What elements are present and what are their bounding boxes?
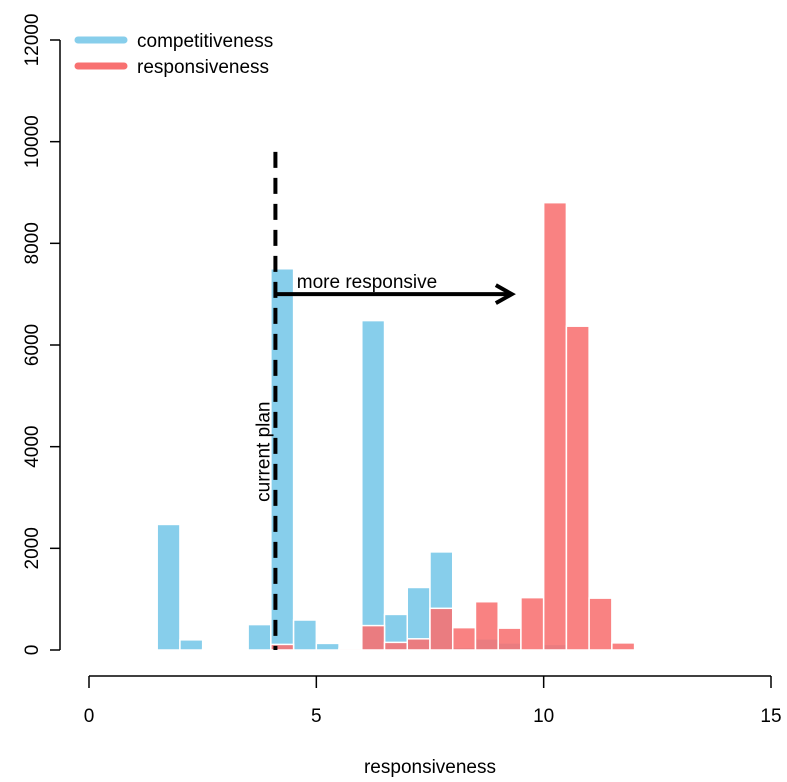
bar-competitiveness: [201, 648, 227, 651]
y-tick-label: 6000: [22, 324, 43, 366]
bar-competitiveness: [224, 648, 249, 651]
x-tick-label: 15: [760, 706, 781, 727]
bar-responsiveness: [542, 201, 568, 651]
bar-competitiveness: [361, 319, 386, 651]
bar-responsiveness: [361, 624, 386, 651]
responsiveness-bars: [270, 201, 636, 651]
x-axis-title: responsiveness: [364, 757, 496, 778]
bar-responsiveness: [497, 627, 522, 651]
bar-responsiveness: [429, 607, 454, 651]
bar-competitiveness: [247, 623, 272, 651]
current-plan-label: current plan: [253, 401, 274, 501]
x-tick-label: 0: [84, 706, 95, 727]
bar-responsiveness: [611, 642, 636, 651]
bar-competitiveness: [315, 642, 340, 651]
bar-responsiveness: [406, 638, 431, 651]
y-tick-label: 0: [22, 645, 43, 656]
bar-competitiveness: [156, 523, 181, 651]
bar-responsiveness: [270, 643, 295, 651]
y-axis: 0 2000 4000 6000 8000 10000 12000: [22, 14, 61, 656]
y-tick-label: 2000: [22, 527, 43, 569]
x-tick-label: 10: [533, 706, 554, 727]
legend: competitiveness responsiveness: [74, 31, 273, 78]
arrow-head: [494, 283, 516, 305]
y-tick-label: 8000: [22, 222, 43, 264]
bar-responsiveness: [338, 647, 363, 651]
bar-responsiveness: [520, 596, 545, 651]
bar-competitiveness: [179, 639, 204, 651]
y-tick-label: 4000: [22, 426, 43, 468]
bar-responsiveness: [565, 325, 590, 651]
bar-responsiveness: [474, 600, 499, 651]
bar-responsiveness: [451, 626, 477, 651]
y-tick-label: 12000: [22, 14, 43, 67]
annotations: current plan more responsive: [253, 151, 516, 650]
x-axis: 0 5 10 15: [84, 675, 782, 727]
bar-responsiveness: [588, 597, 613, 651]
bar-competitiveness: [292, 619, 318, 651]
legend-label-competitiveness: competitiveness: [137, 31, 273, 52]
y-tick-label: 10000: [22, 115, 43, 168]
x-tick-label: 5: [311, 706, 322, 727]
more-responsive-label: more responsive: [297, 272, 437, 293]
legend-label-responsiveness: responsiveness: [137, 57, 269, 78]
bar-responsiveness: [383, 641, 409, 651]
competitiveness-bars: [156, 268, 568, 651]
